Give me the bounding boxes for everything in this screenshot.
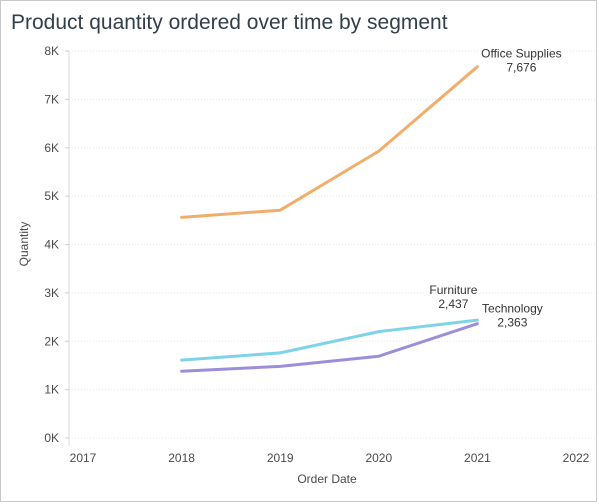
series-line-office-supplies (180, 65, 479, 219)
series-value-furniture: 2,437 (438, 297, 468, 311)
y-tick-label: 5K (44, 189, 59, 203)
x-tick-label: 2019 (267, 451, 294, 465)
y-axis-title: Quantity (17, 222, 31, 267)
y-tick-label: 4K (44, 238, 59, 252)
series-label-office-supplies: Office Supplies (481, 47, 562, 61)
x-axis-title: Order Date (297, 472, 357, 486)
series-value-office-supplies: 7,676 (506, 61, 536, 75)
series-line-technology (180, 322, 479, 373)
gridlines (69, 50, 596, 439)
x-tick-label: 2017 (70, 451, 97, 465)
y-tick-label: 3K (44, 286, 59, 300)
y-tick-label: 1K (44, 383, 59, 397)
y-tick-label: 8K (44, 44, 59, 58)
x-tick-label: 2022 (563, 451, 590, 465)
series-value-technology: 2,363 (497, 316, 527, 330)
x-tick-label: 2018 (168, 451, 195, 465)
x-axis: 2017 2018 2019 2020 2021 2022 (70, 451, 590, 465)
y-tick-label: 2K (44, 334, 59, 348)
series-label-furniture: Furniture (429, 283, 477, 297)
series-lines (180, 65, 479, 373)
y-axis: 0K 1K 2K 3K 4K 5K 6K 7K 8K (44, 44, 69, 445)
y-tick-label: 7K (44, 92, 59, 106)
series-line-furniture (180, 318, 479, 362)
chart-title: Product quantity ordered over time by se… (11, 11, 448, 34)
y-tick-label: 0K (44, 431, 59, 445)
x-tick-label: 2020 (365, 451, 392, 465)
series-label-technology: Technology (482, 302, 543, 316)
y-tick-label: 6K (44, 141, 59, 155)
x-tick-label: 2021 (464, 451, 491, 465)
